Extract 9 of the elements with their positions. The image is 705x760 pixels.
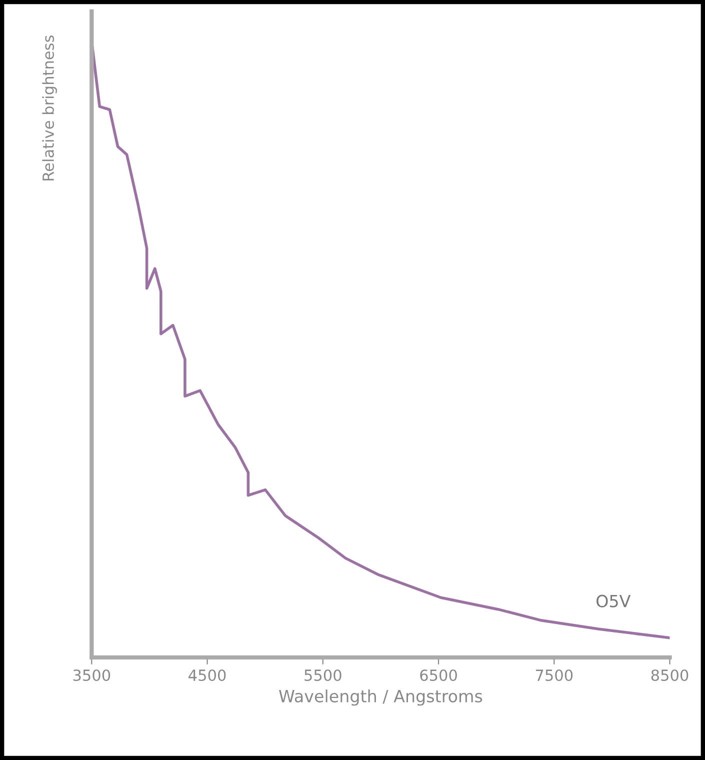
x-tick-label: 3500 [73, 669, 110, 682]
y-axis-title: Relative brightness [42, 36, 57, 180]
series-label: O5V [596, 594, 631, 608]
x-axis-title: Wavelength / Angstroms [279, 690, 482, 706]
x-tick-label: 8500 [651, 669, 688, 682]
x-tick-label: 5500 [304, 669, 342, 682]
x-tick-label: 6500 [420, 669, 457, 682]
x-tick-label: 7500 [536, 669, 573, 682]
x-tick-label: 4500 [188, 669, 226, 682]
